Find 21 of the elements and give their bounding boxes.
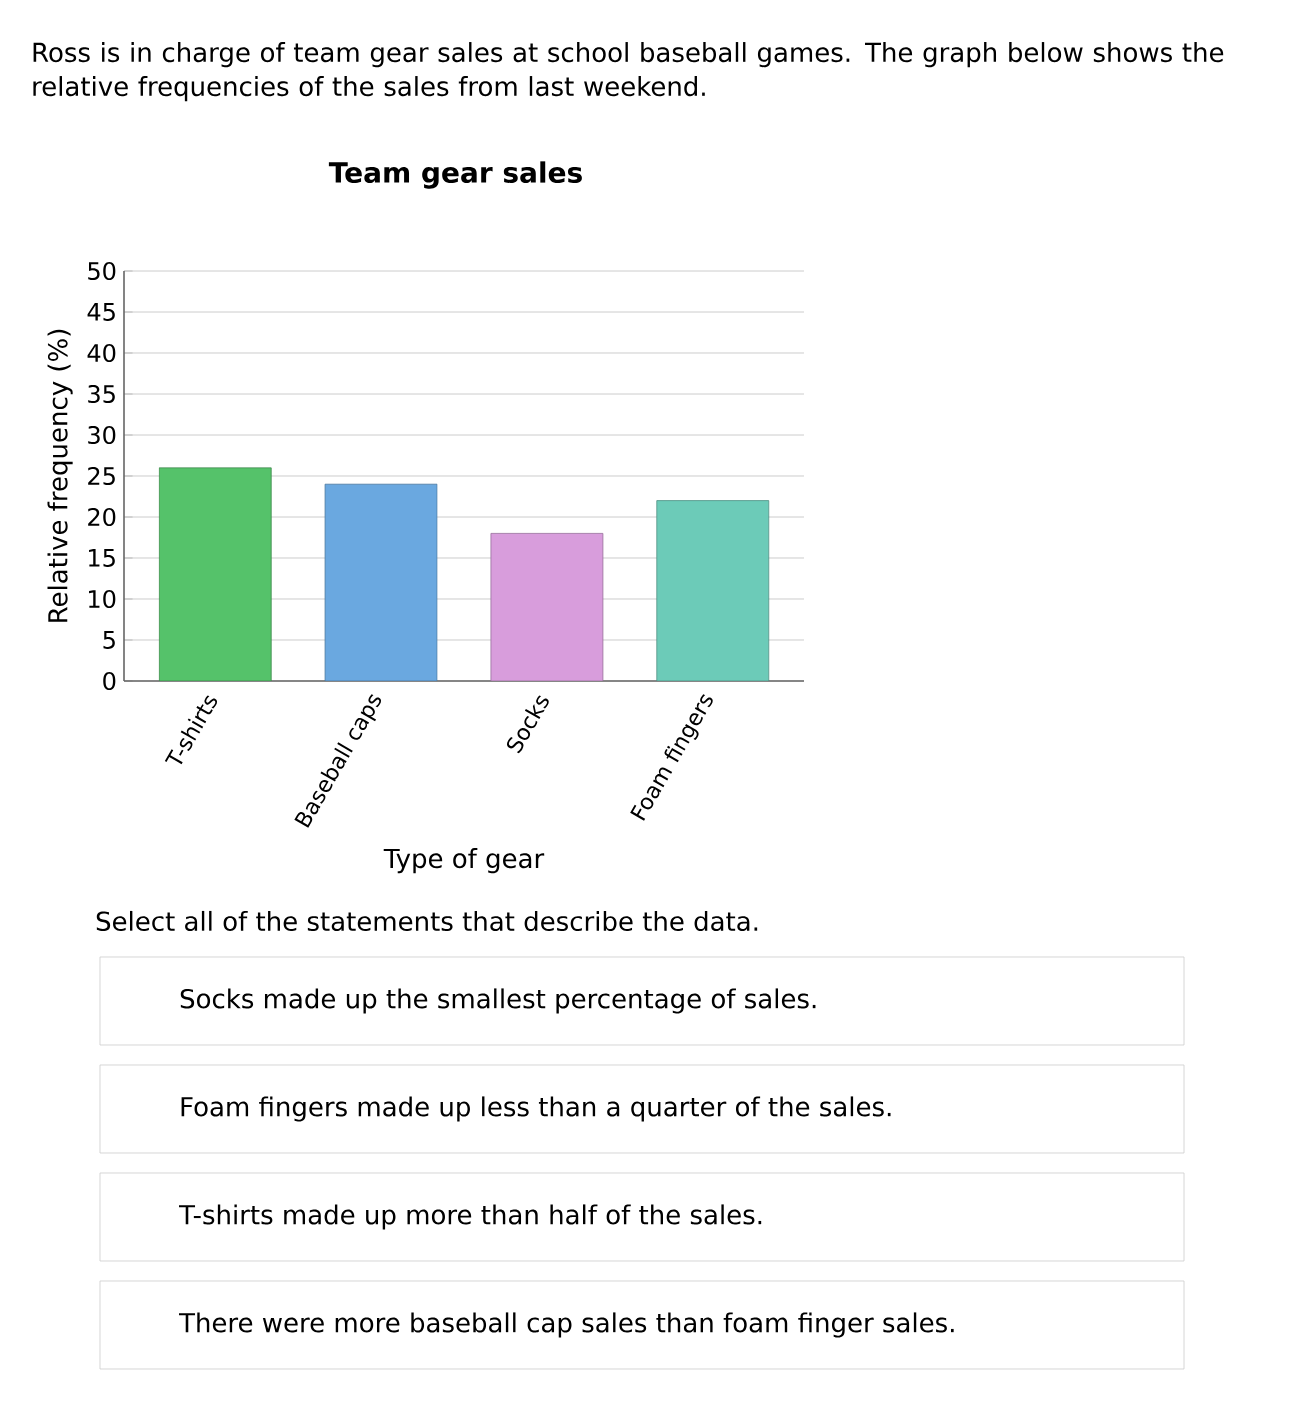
text: Foam fingers made up less than a quarter of the sales. (181, 1096, 891, 1122)
y-tick-label: 5 (103, 631, 115, 649)
y-tick-label: 15 (89, 549, 115, 567)
y-tick-label: 35 (88, 384, 115, 404)
y-tick-label: 20 (88, 507, 116, 527)
y-tick-label: 0 (103, 671, 116, 691)
y-tick-label: 40 (87, 343, 116, 363)
text: T-shirts made up more than half of the sales. (179, 1204, 762, 1230)
chart-subtitle: Ross is in charge of team gear sales at school baseball games. The graph below shows the relative frequencies of the sales from last weekend. (33, 42, 1224, 102)
y-tick-label: 25 (88, 466, 115, 486)
y-tick-label: 30 (88, 425, 116, 445)
chart-title: Team gear sales (328, 161, 582, 189)
y-tick-label: 50 (88, 261, 116, 281)
text: There were more baseball cap sales than foam finger sales. (179, 1312, 954, 1338)
bar (490, 533, 604, 681)
text: Select all of the statements that describe the data. (96, 910, 758, 932)
y-tick-label: 45 (87, 303, 115, 321)
y-tick-label: 10 (89, 589, 116, 609)
x-axis-title: Type of gear (383, 848, 545, 874)
text: Socks made up the smallest percentage of sales. (180, 988, 816, 1014)
y-axis-title: Relative frequency (%) (47, 329, 73, 622)
